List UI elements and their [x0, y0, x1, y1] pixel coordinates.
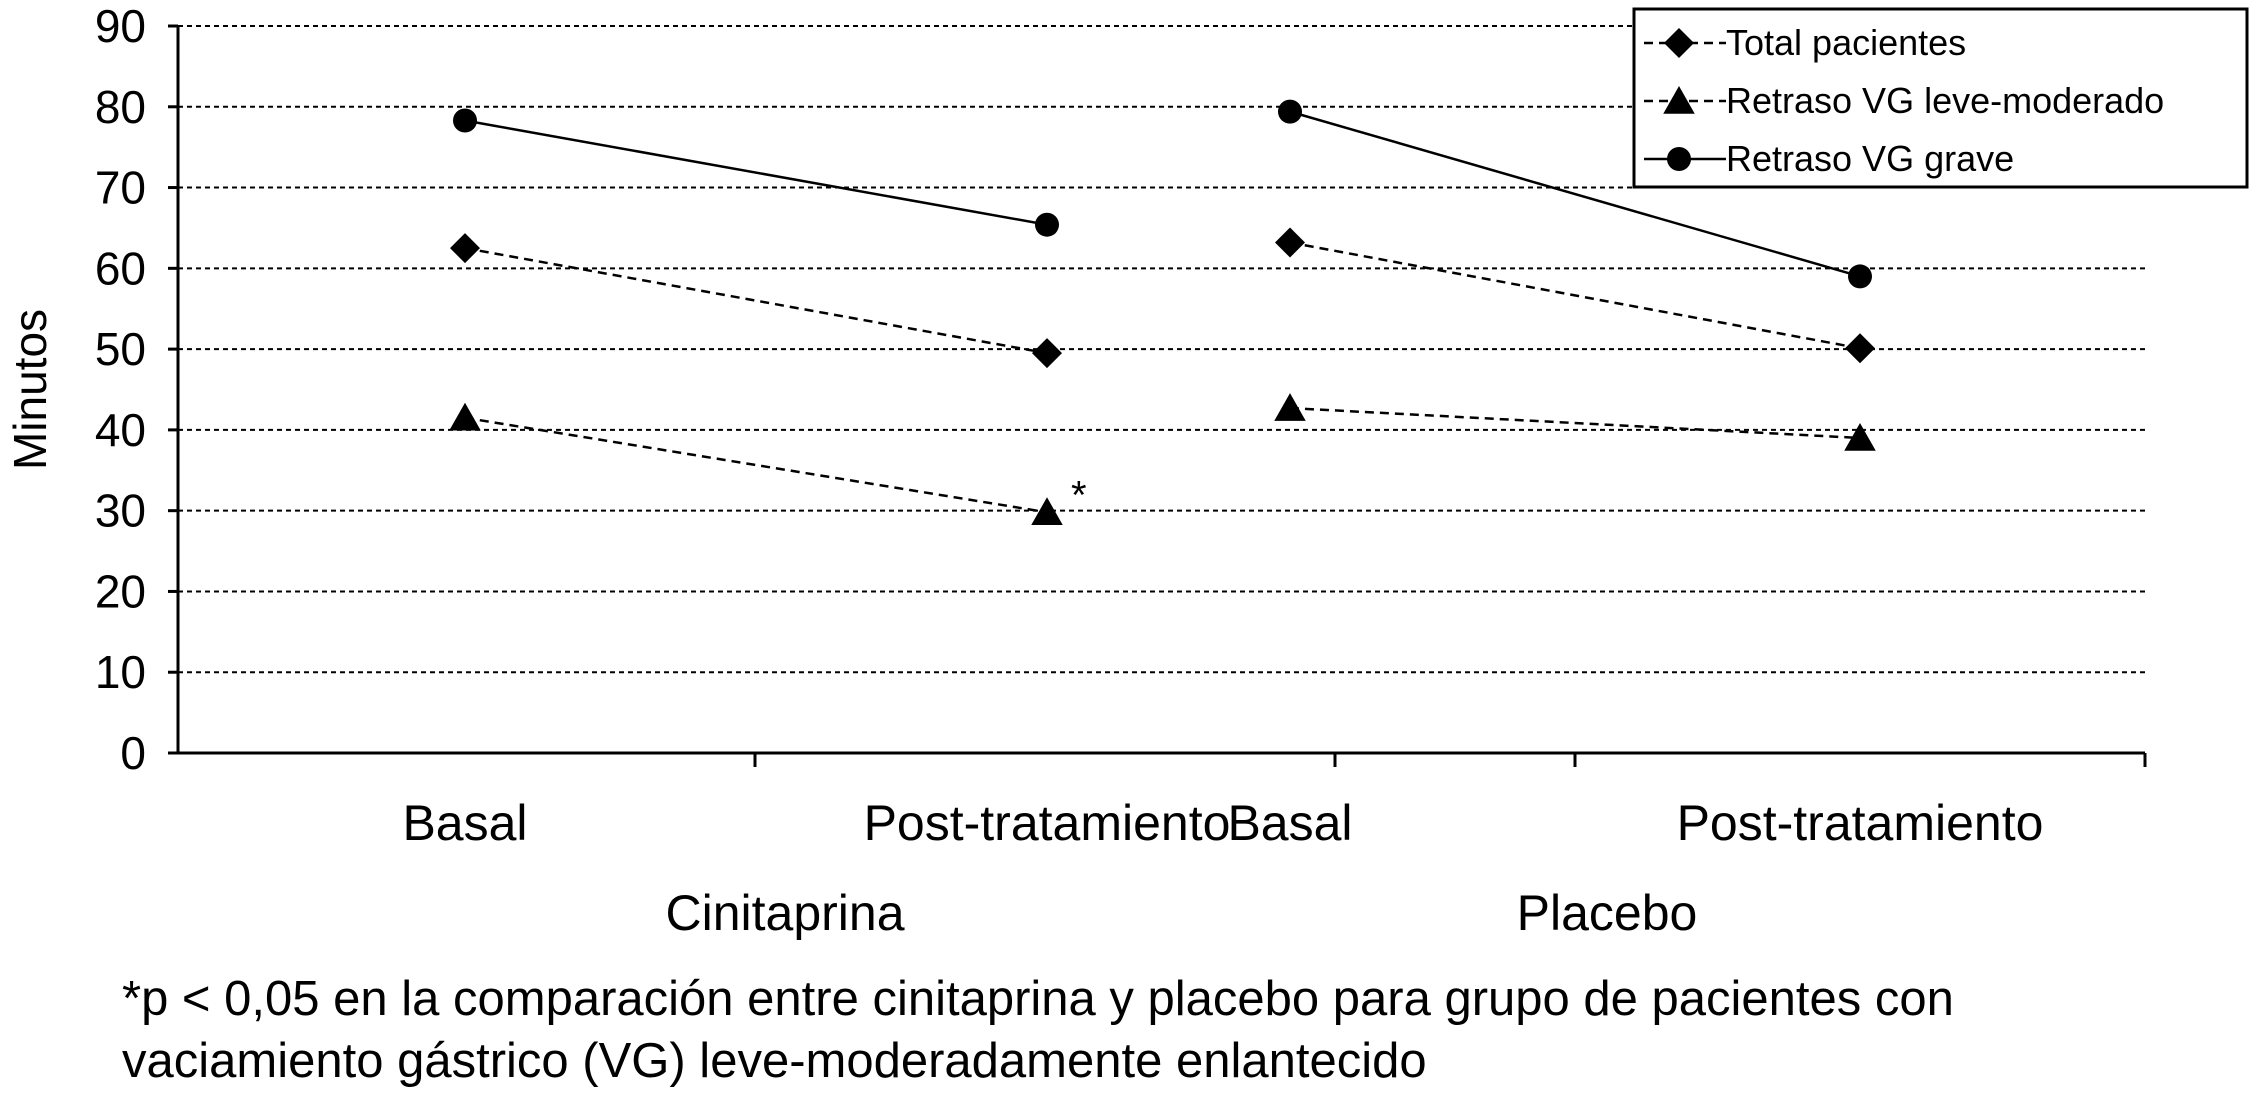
series-line-retraso-vg-leve-moderado-cinitaprina: [464, 416, 1048, 514]
y-tick-label-30: 30: [95, 485, 146, 537]
x-category-label-placebo-basal: Basal: [1227, 795, 1352, 851]
series-retraso-vg-grave: [453, 99, 1872, 289]
data-point-total-pacientes-cinitaprina-0: [450, 233, 480, 264]
x-group-label-cinitaprina: Cinitaprina: [665, 885, 904, 940]
data-point-retraso-vg-grave-cinitaprina-1: [1035, 212, 1059, 237]
data-point-total-pacientes-cinitaprina-1: [1032, 338, 1062, 369]
data-point-retraso-vg-leve-moderado-placebo-0: [1274, 393, 1306, 421]
data-point-total-pacientes-placebo-1: [1845, 333, 1875, 364]
data-point-retraso-vg-leve-moderado-placebo-1: [1844, 422, 1876, 451]
y-tick-label-0: 0: [120, 727, 146, 779]
legend-label-retraso-vg-grave: Retraso VG grave: [1726, 138, 2014, 179]
y-tick-label-40: 40: [95, 404, 146, 456]
legend-marker-retraso-vg-grave: [1667, 147, 1691, 171]
gridlines: [178, 25, 2145, 674]
data-point-total-pacientes-placebo-0: [1275, 227, 1305, 258]
legend-label-retraso-vg-leve-moderado: Retraso VG leve-moderado: [1726, 80, 2164, 121]
y-tick-label-60: 60: [95, 242, 146, 294]
data-point-retraso-vg-leve-moderado-cinitaprina-1: [1031, 497, 1063, 526]
y-axis-label: Minutos: [4, 309, 56, 470]
legend-marker-total-pacientes: [1664, 28, 1694, 58]
annotation-0: *: [1071, 473, 1087, 517]
series-line-retraso-vg-grave-placebo: [1289, 110, 1861, 278]
series-total-pacientes: [450, 227, 1875, 369]
footnote: *p < 0,05 en la comparación entre cinita…: [122, 968, 2232, 1092]
axes: [168, 24, 2147, 767]
data-point-retraso-vg-leve-moderado-cinitaprina-0: [449, 402, 481, 431]
x-category-label-cinitaprina-post-tratamiento: Post-tratamiento: [864, 795, 1231, 851]
legend-label-total-pacientes: Total pacientes: [1726, 22, 1966, 63]
footnote-line-1: *p < 0,05 en la comparación entre cinita…: [122, 972, 1954, 1026]
footnote-line-2: vaciamiento gástrico (VG) leve-moderadam…: [122, 1034, 1427, 1088]
legend-marker-retraso-vg-leve-moderado: [1663, 86, 1695, 114]
x-category-label-placebo-post-tratamiento: Post-tratamiento: [1677, 795, 2044, 851]
y-tick-label-90: 90: [95, 0, 146, 52]
series-line-retraso-vg-grave-cinitaprina: [464, 119, 1048, 226]
series-line-total-pacientes-placebo: [1289, 241, 1861, 350]
data-point-retraso-vg-grave-placebo-0: [1278, 99, 1302, 124]
y-tick-label-70: 70: [95, 162, 146, 214]
y-tick-label-10: 10: [95, 646, 146, 698]
series-retraso-vg-leve-moderado: [449, 393, 1876, 526]
data-point-retraso-vg-grave-cinitaprina-0: [453, 108, 477, 133]
y-tick-label-50: 50: [95, 323, 146, 375]
x-group-label-placebo: Placebo: [1517, 885, 1698, 940]
series-line-retraso-vg-leve-moderado-placebo: [1289, 406, 1861, 440]
x-category-label-cinitaprina-basal: Basal: [402, 795, 527, 851]
y-tick-label-20: 20: [95, 565, 146, 617]
series-line-total-pacientes-cinitaprina: [464, 246, 1048, 355]
y-tick-label-80: 80: [95, 81, 146, 133]
legend-box: [1632, 7, 2249, 189]
series-layer: [449, 99, 1876, 526]
legend: Total pacientes Retraso VG leve-moderado R…: [1632, 7, 2249, 189]
data-point-retraso-vg-grave-placebo-1: [1848, 264, 1872, 289]
